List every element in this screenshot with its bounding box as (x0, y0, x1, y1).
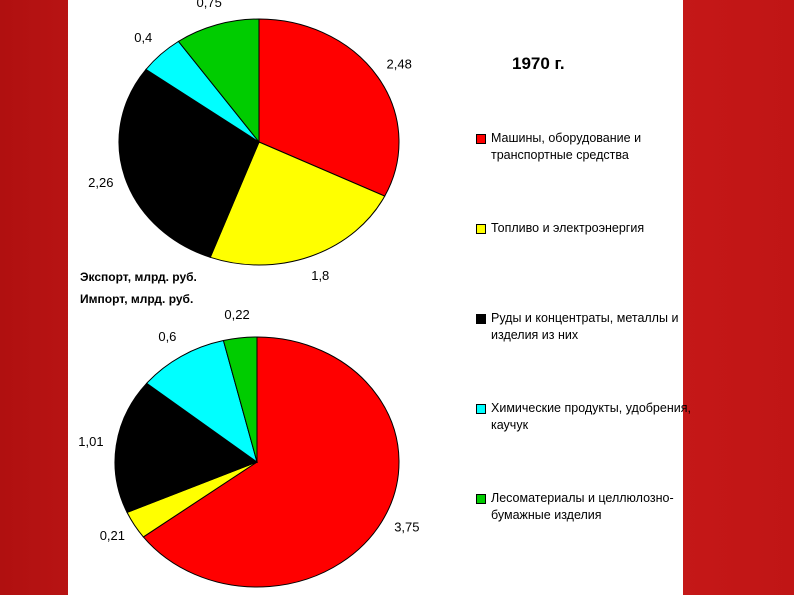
data-label: 1,01 (78, 434, 103, 449)
chart-title: 1970 г. (512, 54, 565, 73)
data-label: 2,48 (387, 57, 412, 72)
legend-item: Лесоматериалы и целлюлозно-бумажные изде… (476, 490, 701, 524)
pie-slice (258, 18, 400, 197)
legend-item: Машины, оборудование и транспортные сред… (476, 130, 701, 164)
data-label: 1,8 (311, 268, 329, 283)
legend-swatch (476, 134, 486, 144)
legend-item: Руды и концентраты, металлы и изделия из… (476, 310, 701, 344)
data-label: 0,6 (158, 329, 176, 344)
pie-slice (118, 68, 260, 258)
legend-label: Руды и концентраты, металлы и изделия из… (491, 311, 679, 342)
legend-item: Химические продукты, удобрения, каучук (476, 400, 701, 434)
pie-slice (114, 382, 259, 514)
legend-swatch (476, 314, 486, 324)
data-label: 0,21 (100, 528, 125, 543)
data-label: 3,75 (394, 519, 419, 534)
pie-slice (142, 336, 400, 588)
legend-label: Топливо и электроэнергия (491, 221, 645, 235)
pie-slice (177, 18, 260, 144)
pie-title: Импорт, млрд. руб. (80, 292, 193, 306)
legend-item: Топливо и электроэнергия (476, 220, 701, 237)
legend-swatch (476, 404, 486, 414)
pie-slice (209, 141, 386, 266)
legend-label: Машины, оборудование и транспортные сред… (491, 131, 642, 162)
pie-slice (222, 336, 258, 463)
legend-label: Химические продукты, удобрения, каучук (491, 401, 691, 432)
legend-label: Лесоматериалы и целлюлозно-бумажные изде… (491, 491, 674, 522)
data-label: 0,75 (197, 0, 222, 10)
pie-slice (145, 339, 258, 464)
data-label: 0,4 (134, 30, 152, 45)
legend-swatch (476, 224, 486, 234)
data-label: 0,22 (224, 307, 249, 322)
legend-swatch (476, 494, 486, 504)
data-label: 2,26 (88, 175, 113, 190)
pie-title: Экспорт, млрд. руб. (80, 270, 197, 284)
